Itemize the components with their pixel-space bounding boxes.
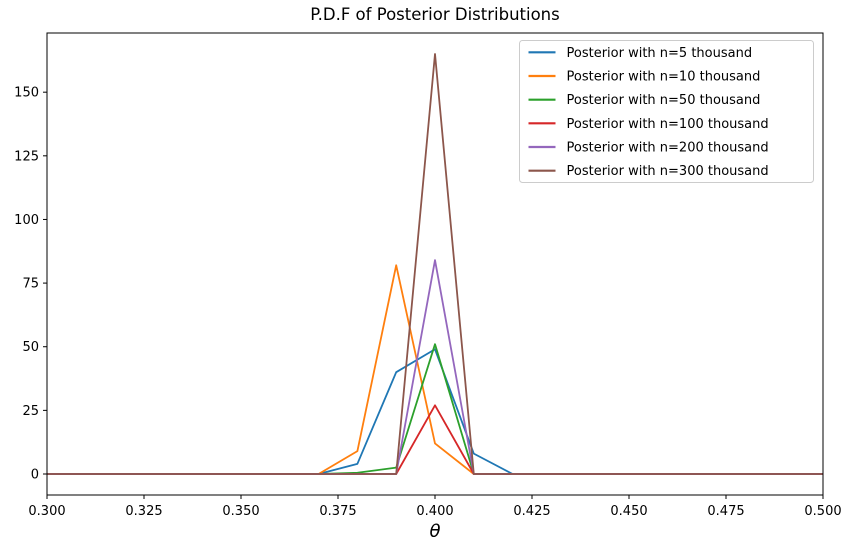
series-line-5 [47, 53, 823, 475]
legend: Posterior with n=5 thousand Posterior wit… [519, 40, 814, 183]
x-tick-label: 0.450 [610, 504, 647, 519]
legend-label: Posterior with n=5 thousand [567, 46, 753, 61]
legend-label: Posterior with n=100 thousand [567, 117, 769, 132]
x-tick-label: 0.400 [416, 504, 453, 519]
chart-title: P.D.F of Posterior Distributions [310, 5, 560, 24]
x-axis-label: θ [429, 521, 441, 542]
legend-item: Posterior with n=200 thousand [528, 141, 769, 156]
x-tick-label: 0.300 [28, 504, 65, 519]
legend-label: Posterior with n=300 thousand [567, 164, 769, 179]
y-tick-label: 0 [31, 468, 39, 483]
x-tick-label: 0.375 [319, 504, 356, 519]
legend-label: Posterior with n=200 thousand [567, 141, 769, 156]
legend-box [519, 40, 814, 183]
legend-label: Posterior with n=50 thousand [567, 93, 761, 108]
legend-item: Posterior with n=10 thousand [528, 70, 761, 85]
x-tick-label: 0.475 [707, 504, 744, 519]
legend-item: Posterior with n=300 thousand [528, 164, 769, 179]
x-tick-label: 0.350 [222, 504, 259, 519]
legend-item: Posterior with n=5 thousand [528, 46, 753, 61]
y-tick-label: 150 [14, 86, 39, 101]
legend-label: Posterior with n=10 thousand [567, 70, 761, 85]
legend-item: Posterior with n=50 thousand [528, 93, 761, 108]
y-tick-label: 50 [22, 340, 39, 355]
y-tick-label: 75 [22, 277, 39, 292]
y-tick-label: 100 [14, 213, 39, 228]
y-tick-label: 25 [22, 404, 39, 419]
y-tick-label: 125 [14, 149, 39, 164]
x-tick-label: 0.500 [804, 504, 841, 519]
x-tick-label: 0.425 [513, 504, 550, 519]
x-tick-label: 0.325 [125, 504, 162, 519]
legend-item: Posterior with n=100 thousand [528, 117, 769, 132]
